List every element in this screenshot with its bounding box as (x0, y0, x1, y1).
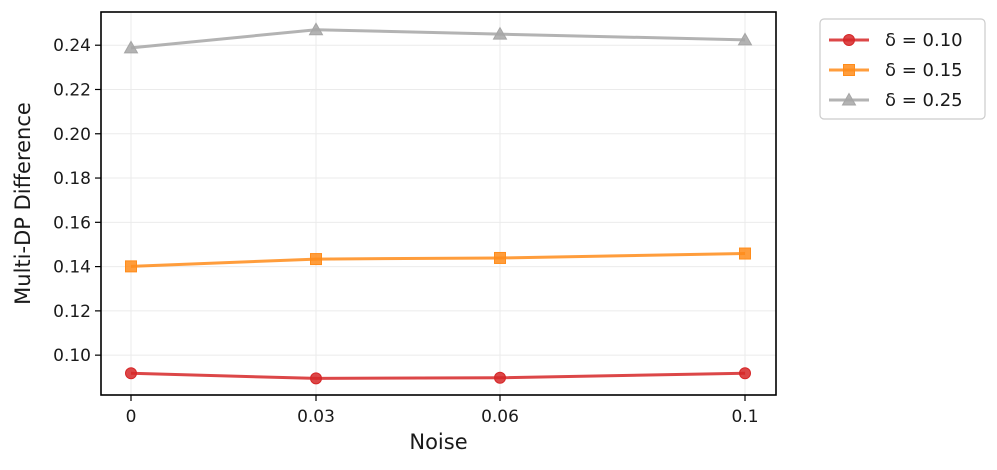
series-layer (123, 22, 753, 385)
series-path (130, 252, 746, 268)
data-point (310, 372, 322, 385)
data-point (739, 247, 751, 260)
y-tick-label: 0.10 (53, 346, 91, 366)
legend-item: δ = 0.25 (829, 90, 963, 111)
series-line (125, 367, 751, 385)
series-path (130, 28, 746, 50)
series-path (130, 371, 746, 380)
data-point (737, 32, 753, 46)
data-point (739, 367, 751, 380)
series-line (123, 22, 753, 54)
x-tick-label: 0.06 (481, 407, 519, 427)
grid-lines (101, 12, 776, 395)
legend-label: δ = 0.10 (885, 30, 963, 51)
legend-box (819, 18, 986, 120)
data-point (125, 367, 137, 380)
data-point (843, 64, 855, 76)
legend-label: δ = 0.25 (885, 90, 963, 111)
data-point (308, 22, 324, 36)
legend-label: δ = 0.15 (885, 60, 963, 81)
x-tick-label: 0 (126, 407, 137, 427)
x-axis: 0 0.03 0.06 0.1 (126, 395, 759, 427)
data-point (492, 26, 508, 40)
legend: δ = 0.10 δ = 0.15 δ = 0.25 (819, 18, 986, 120)
x-tick-label: 0.1 (731, 407, 758, 427)
data-point (125, 260, 137, 273)
y-tick-label: 0.16 (53, 213, 91, 233)
legend-item: δ = 0.10 (829, 30, 963, 51)
data-point (494, 371, 506, 384)
y-tick-label: 0.22 (53, 80, 91, 100)
y-axis-title: Multi-DP Difference (11, 102, 35, 305)
data-point (310, 253, 322, 266)
y-tick-label: 0.24 (53, 36, 91, 56)
series-line (125, 247, 751, 273)
y-tick-label: 0.20 (53, 125, 91, 145)
y-tick-label: 0.18 (53, 169, 91, 189)
x-tick-label: 0.03 (297, 407, 335, 427)
data-point (841, 92, 857, 106)
data-point (494, 251, 506, 264)
y-axis: 0.10 0.12 0.14 0.16 0.18 0.20 0.22 0.24 (53, 36, 101, 366)
x-axis-title: Noise (409, 430, 467, 454)
plot-frame (100, 11, 777, 396)
y-tick-label: 0.14 (53, 258, 91, 278)
legend-item: δ = 0.15 (829, 60, 963, 81)
data-point (123, 40, 139, 54)
y-tick-label: 0.12 (53, 302, 91, 322)
data-point (843, 34, 855, 46)
